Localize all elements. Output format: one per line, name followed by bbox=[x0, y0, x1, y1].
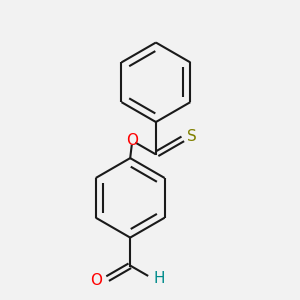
Text: S: S bbox=[188, 129, 197, 144]
Text: O: O bbox=[126, 133, 138, 148]
Text: O: O bbox=[90, 273, 102, 288]
Text: H: H bbox=[153, 271, 165, 286]
